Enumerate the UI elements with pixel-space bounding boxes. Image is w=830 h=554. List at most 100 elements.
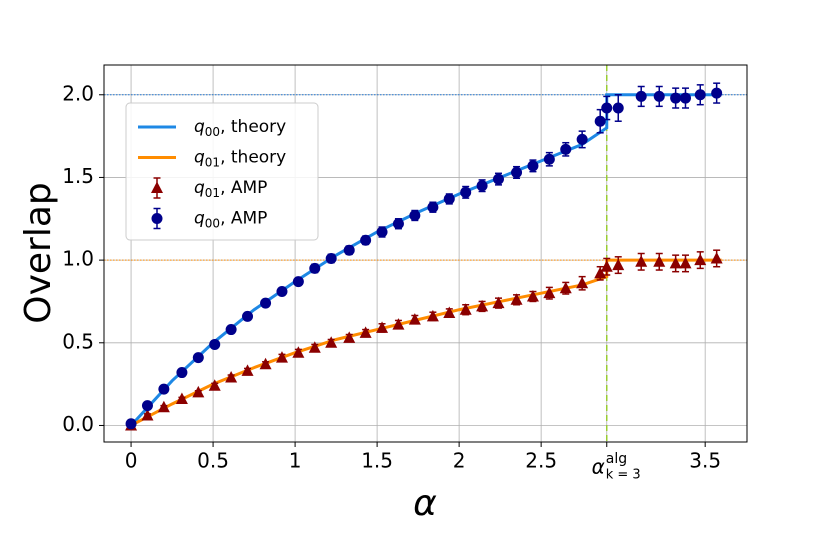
data-point bbox=[476, 299, 489, 312]
data-point bbox=[460, 186, 472, 198]
data-point bbox=[292, 276, 304, 288]
data-point bbox=[612, 102, 624, 114]
legend-swatch bbox=[151, 213, 163, 224]
data-point bbox=[612, 258, 625, 271]
y-tick-label: 0.5 bbox=[62, 329, 94, 353]
data-point bbox=[653, 90, 665, 102]
data-point bbox=[225, 371, 238, 383]
data-point bbox=[510, 293, 523, 305]
data-point bbox=[241, 364, 254, 376]
data-point bbox=[141, 400, 153, 412]
x-tick-label: 2 bbox=[453, 449, 466, 473]
data-point bbox=[601, 102, 613, 114]
data-point bbox=[600, 260, 613, 272]
y-tick-label: 1.5 bbox=[62, 164, 94, 188]
data-point bbox=[343, 331, 356, 343]
data-point bbox=[308, 341, 321, 353]
data-point bbox=[426, 309, 439, 322]
data-point bbox=[176, 367, 188, 379]
legend-label-base: q bbox=[194, 117, 205, 137]
data-point bbox=[669, 256, 682, 269]
data-point bbox=[635, 90, 647, 102]
x-tick-label: 0.5 bbox=[197, 449, 229, 473]
legend-label: q00, AMP bbox=[194, 209, 267, 231]
data-point bbox=[158, 383, 170, 395]
data-point bbox=[259, 357, 272, 370]
data-point bbox=[376, 226, 388, 238]
data-point bbox=[710, 251, 723, 264]
data-point bbox=[376, 321, 389, 333]
data-point bbox=[635, 255, 648, 267]
data-point bbox=[192, 385, 205, 398]
data-point bbox=[343, 244, 355, 256]
legend-label-sub: 01 bbox=[205, 186, 220, 200]
data-point bbox=[208, 379, 221, 391]
data-point bbox=[360, 234, 372, 246]
data-point bbox=[157, 400, 170, 413]
x-tick-label: 1 bbox=[289, 449, 302, 473]
data-point bbox=[325, 336, 338, 348]
data-point bbox=[427, 201, 439, 213]
data-point bbox=[392, 318, 405, 330]
data-point bbox=[209, 338, 221, 350]
data-point bbox=[275, 351, 288, 363]
legend-box bbox=[125, 102, 319, 241]
data-point bbox=[492, 296, 505, 309]
data-point bbox=[443, 306, 456, 319]
y-tick-label: 1.0 bbox=[62, 247, 94, 271]
legend-label-sub: 00 bbox=[205, 216, 220, 230]
data-point bbox=[492, 173, 504, 185]
data-point bbox=[527, 160, 539, 172]
x-tick-label-sup: alg bbox=[606, 451, 627, 467]
legend-label-suffix: , theory bbox=[220, 117, 286, 137]
data-point bbox=[543, 286, 556, 299]
data-point bbox=[476, 180, 488, 192]
legend-label-suffix: , AMP bbox=[220, 178, 267, 198]
data-point bbox=[192, 352, 204, 364]
data-point bbox=[559, 281, 572, 294]
data-point bbox=[576, 276, 589, 289]
data-point bbox=[276, 286, 288, 298]
data-point bbox=[459, 303, 472, 315]
data-point bbox=[408, 313, 421, 325]
data-point bbox=[225, 324, 237, 336]
data-point bbox=[679, 92, 691, 104]
legend-label-base: q bbox=[194, 209, 205, 229]
x-axis-label: α bbox=[413, 483, 437, 524]
legend-label-base: q bbox=[194, 148, 205, 168]
data-point bbox=[292, 346, 305, 358]
data-point bbox=[670, 92, 682, 104]
data-point bbox=[511, 166, 523, 178]
x-tick-label: α bbox=[592, 455, 605, 479]
data-point bbox=[543, 153, 555, 165]
y-tick-label: 0.0 bbox=[62, 412, 94, 436]
x-tick-label: 3.5 bbox=[689, 449, 721, 473]
x-tick-label-sub: k = 3 bbox=[606, 468, 641, 483]
data-point bbox=[679, 256, 692, 269]
legend-swatch bbox=[151, 181, 163, 193]
data-point bbox=[392, 218, 404, 230]
data-point bbox=[175, 392, 188, 405]
data-point bbox=[560, 143, 572, 155]
data-point bbox=[526, 289, 539, 302]
data-point bbox=[594, 266, 607, 279]
data-point bbox=[409, 209, 421, 221]
legend-label: q01, AMP bbox=[194, 178, 267, 200]
data-point bbox=[325, 252, 337, 264]
data-point bbox=[694, 89, 706, 101]
data-point bbox=[594, 115, 606, 127]
data-point bbox=[711, 87, 723, 99]
x-tick-label: 1.5 bbox=[361, 449, 393, 473]
data-point bbox=[125, 418, 137, 430]
data-point bbox=[309, 262, 321, 274]
data-point bbox=[576, 133, 588, 145]
legend-label-suffix: , theory bbox=[220, 148, 286, 168]
plot-frame bbox=[103, 64, 748, 443]
data-point bbox=[359, 326, 372, 338]
x-tick-label: 0 bbox=[125, 449, 138, 473]
data-point bbox=[653, 255, 666, 267]
y-axis-label: Overlap bbox=[18, 182, 59, 324]
data-point bbox=[694, 253, 707, 266]
legend-label: q00, theory bbox=[194, 117, 286, 139]
